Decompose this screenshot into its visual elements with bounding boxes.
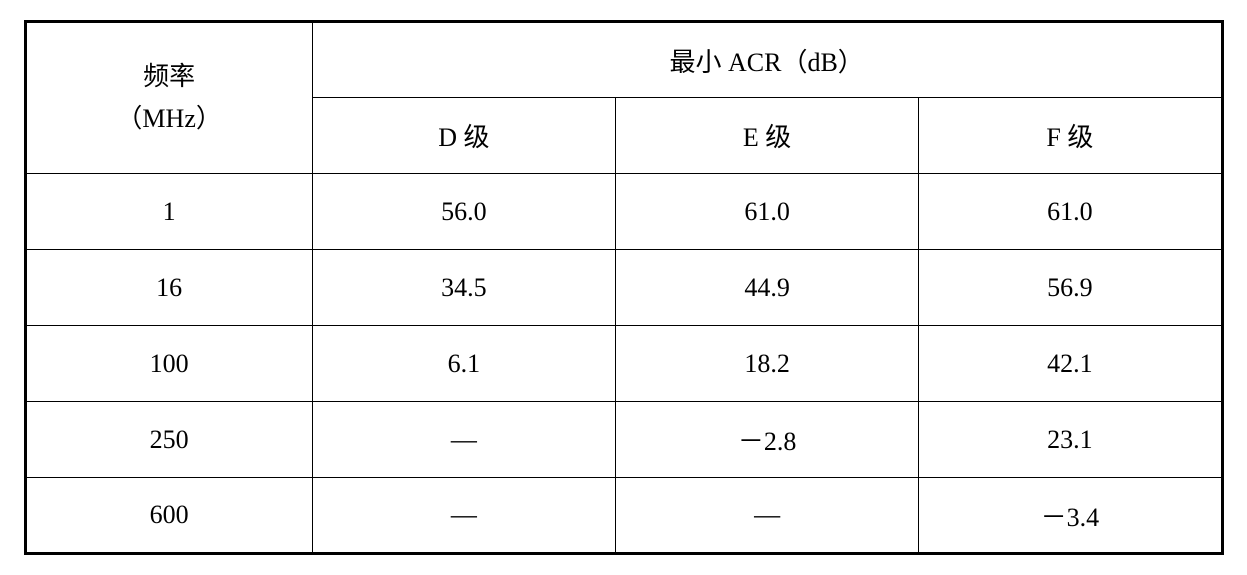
cell-f: 23.1 bbox=[919, 402, 1222, 478]
header-acr-group: 最小 ACR（dB） bbox=[312, 22, 1222, 98]
table-body: 1 56.0 61.0 61.0 16 34.5 44.9 56.9 100 6… bbox=[25, 174, 1222, 554]
header-frequency: 频率 （MHz） bbox=[25, 22, 312, 174]
cell-e: — bbox=[616, 478, 919, 554]
cell-d: 34.5 bbox=[312, 250, 615, 326]
cell-f: 61.0 bbox=[919, 174, 1222, 250]
cell-freq: 600 bbox=[25, 478, 312, 554]
cell-e: 61.0 bbox=[616, 174, 919, 250]
header-frequency-label: 频率 bbox=[27, 56, 312, 98]
table-header: 频率 （MHz） 最小 ACR（dB） D 级 E 级 F 级 bbox=[25, 22, 1222, 174]
cell-d: — bbox=[312, 478, 615, 554]
cell-f: 56.9 bbox=[919, 250, 1222, 326]
cell-f: －3.4 bbox=[919, 478, 1222, 554]
header-class-f: F 级 bbox=[919, 98, 1222, 174]
table-row: 100 6.1 18.2 42.1 bbox=[25, 326, 1222, 402]
header-class-e: E 级 bbox=[616, 98, 919, 174]
cell-e: 44.9 bbox=[616, 250, 919, 326]
cell-d: 6.1 bbox=[312, 326, 615, 402]
table-row: 1 56.0 61.0 61.0 bbox=[25, 174, 1222, 250]
cell-f: 42.1 bbox=[919, 326, 1222, 402]
cell-e: －2.8 bbox=[616, 402, 919, 478]
header-frequency-unit: （MHz） bbox=[27, 98, 312, 140]
table-row: 600 — — －3.4 bbox=[25, 478, 1222, 554]
cell-freq: 100 bbox=[25, 326, 312, 402]
acr-table-container: 频率 （MHz） 最小 ACR（dB） D 级 E 级 F 级 1 56.0 6… bbox=[24, 20, 1224, 555]
cell-freq: 1 bbox=[25, 174, 312, 250]
cell-freq: 250 bbox=[25, 402, 312, 478]
cell-e: 18.2 bbox=[616, 326, 919, 402]
acr-table: 频率 （MHz） 最小 ACR（dB） D 级 E 级 F 级 1 56.0 6… bbox=[24, 20, 1224, 555]
table-row: 16 34.5 44.9 56.9 bbox=[25, 250, 1222, 326]
cell-freq: 16 bbox=[25, 250, 312, 326]
header-row-1: 频率 （MHz） 最小 ACR（dB） bbox=[25, 22, 1222, 98]
header-class-d: D 级 bbox=[312, 98, 615, 174]
cell-d: — bbox=[312, 402, 615, 478]
cell-d: 56.0 bbox=[312, 174, 615, 250]
table-row: 250 — －2.8 23.1 bbox=[25, 402, 1222, 478]
